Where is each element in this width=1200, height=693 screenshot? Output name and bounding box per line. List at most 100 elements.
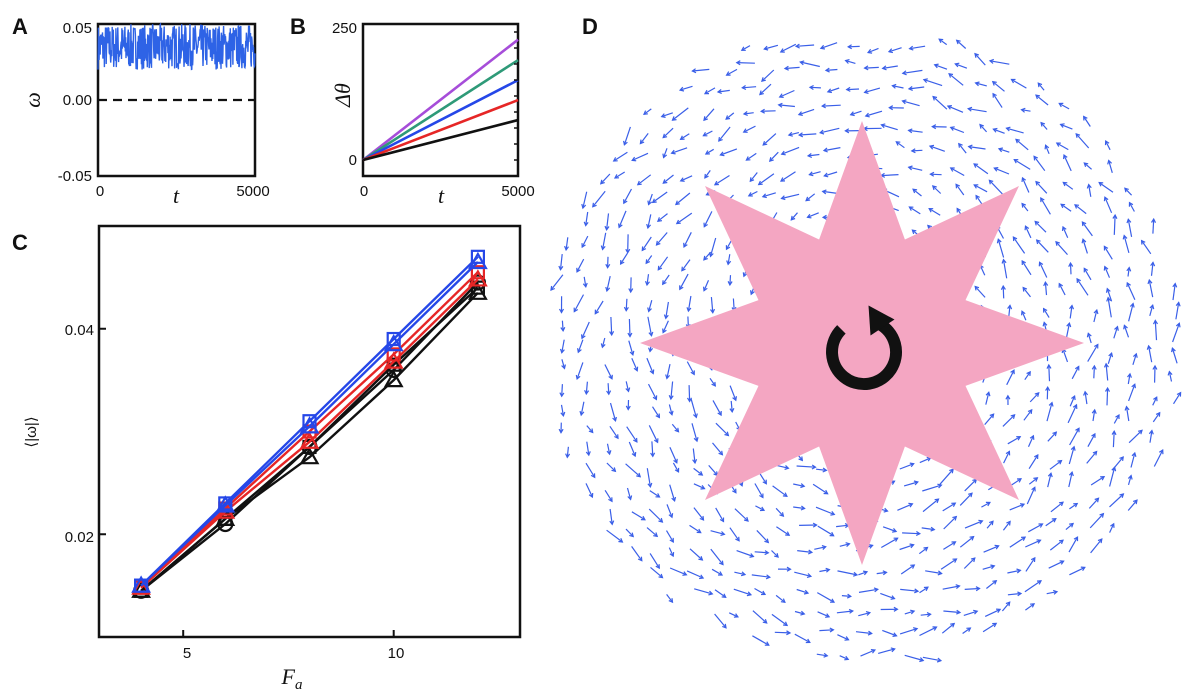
vector-arrow [726, 68, 738, 76]
vector-arrow-head [1034, 453, 1039, 460]
vector-arrow-head [824, 67, 830, 73]
vector-arrow-head [651, 198, 657, 204]
vector-arrow [1172, 323, 1180, 343]
vector-arrow-head [780, 195, 786, 201]
vector-arrow [613, 151, 628, 162]
vector-arrow-head [681, 266, 686, 272]
vector-arrow-head [559, 348, 565, 354]
vector-arrow [631, 546, 643, 562]
b-xlabel: t [438, 183, 445, 208]
vector-arrow-head [1086, 332, 1092, 338]
vector-arrow-head [703, 222, 708, 228]
vector-arrow-head [1103, 245, 1109, 251]
vector-arrow [940, 558, 957, 570]
vector-arrow [576, 362, 584, 380]
vector-arrow [928, 208, 941, 216]
vector-arrow [817, 592, 835, 603]
vector-arrow-head [623, 140, 628, 146]
c-marker-triangle [383, 333, 404, 352]
vector-arrow [1150, 262, 1154, 276]
vector-arrow [672, 107, 689, 121]
vector-arrow-head [1044, 144, 1050, 150]
vector-arrow-head [938, 38, 944, 44]
vector-arrow-head [1128, 201, 1134, 207]
vector-arrow [900, 588, 919, 592]
vector-arrow-head [742, 111, 748, 117]
vector-arrow [1132, 353, 1137, 365]
vector-arrow [720, 148, 738, 156]
vector-arrow-head [1171, 347, 1176, 353]
vector-arrow [601, 337, 606, 348]
vector-arrow [582, 191, 588, 209]
c-marker-triangle [468, 269, 488, 287]
vector-arrow [769, 151, 779, 162]
vector-arrow-head [741, 85, 747, 91]
vector-arrow-head [560, 411, 566, 417]
vector-arrow-head [691, 68, 697, 74]
vector-arrow-head [612, 416, 617, 422]
vector-arrow-head [662, 179, 668, 184]
vector-arrow-head [759, 493, 764, 499]
b-series-black [362, 118, 519, 162]
vector-arrow [690, 399, 697, 418]
vector-arrow-head [901, 70, 907, 76]
vector-arrow-head [825, 613, 831, 618]
vector-arrow [963, 610, 978, 616]
vector-arrow [718, 126, 731, 142]
panel-letter-c: C [12, 230, 28, 255]
c-ytick-upper: 0.04 [65, 322, 94, 339]
vector-arrow-head [590, 473, 596, 479]
vector-arrow [561, 384, 563, 397]
vector-arrow [585, 462, 596, 478]
vector-arrow [1149, 305, 1154, 317]
vector-arrow-head [711, 381, 717, 387]
vector-arrow [1090, 476, 1105, 486]
vector-arrow [839, 655, 849, 660]
vector-arrow-head [1072, 403, 1078, 409]
vector-arrow-head [1024, 225, 1030, 231]
vector-arrow-head [800, 483, 806, 489]
vector-arrow-head [743, 516, 749, 522]
vector-arrow-head [1066, 322, 1072, 328]
vector-arrow-head [949, 126, 955, 131]
vector-arrow-head [1104, 386, 1111, 392]
vector-arrow [669, 484, 676, 502]
vector-arrow-head [663, 314, 669, 320]
vector-arrow [665, 530, 674, 543]
vector-arrow [576, 258, 585, 273]
vector-arrow-head [1074, 204, 1080, 209]
vector-arrow [1069, 305, 1073, 319]
rotation-arrowhead [868, 305, 895, 336]
vector-arrow [715, 507, 725, 522]
vector-arrow [703, 130, 713, 137]
vector-arrow-head [991, 80, 997, 86]
vector-arrow [649, 490, 660, 498]
vector-arrow [1025, 539, 1041, 548]
vector-arrow-head [1021, 310, 1026, 316]
vector-arrow [1033, 156, 1046, 172]
vector-arrow-head [1167, 370, 1173, 376]
vector-arrow-head [845, 542, 851, 548]
vector-arrow-head [800, 505, 806, 511]
vector-arrow [855, 631, 872, 635]
vector-arrow-head [629, 532, 635, 538]
vector-arrow-head [625, 405, 631, 411]
vector-arrow-head [907, 165, 913, 171]
vector-arrow-head [678, 86, 685, 92]
vector-arrow [647, 383, 657, 400]
vector-arrow-head [1058, 539, 1064, 545]
vector-arrow-head [951, 502, 957, 507]
vector-arrow-head [907, 128, 913, 134]
vector-arrow-head [887, 48, 894, 54]
vector-arrow [932, 185, 942, 194]
vector-arrow-head [966, 106, 973, 112]
vector-arrow [681, 259, 691, 272]
vector-arrow-head [735, 536, 740, 542]
vector-arrow-head [599, 179, 605, 185]
vector-arrow-head [581, 203, 587, 210]
vector-arrow-head [719, 151, 725, 157]
vector-arrow [1086, 451, 1098, 464]
vector-arrow [900, 564, 915, 575]
vector-arrow-head [1005, 601, 1011, 607]
vector-arrow [776, 526, 790, 536]
